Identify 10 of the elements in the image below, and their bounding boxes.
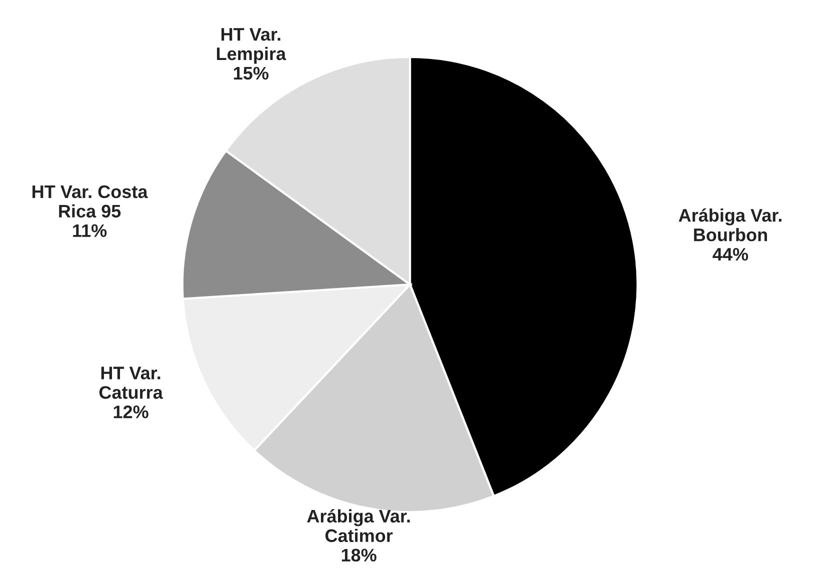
data-label: 18% [342,548,376,562]
data-label: 44% [712,248,748,261]
data-label: 15% [234,66,268,80]
data-label: 12% [114,406,148,418]
slice-label: HT Var. Lempira [216,28,286,64]
data-label: 11% [73,224,107,238]
slice-label: HT Var. Caturra [99,366,163,399]
slice-label: Arábiga Var. Catimor [307,509,410,542]
slice-label: Arábiga Var. Bourbon [678,208,782,242]
slice-label: HT Var. Costa Rica 95 [32,185,148,218]
